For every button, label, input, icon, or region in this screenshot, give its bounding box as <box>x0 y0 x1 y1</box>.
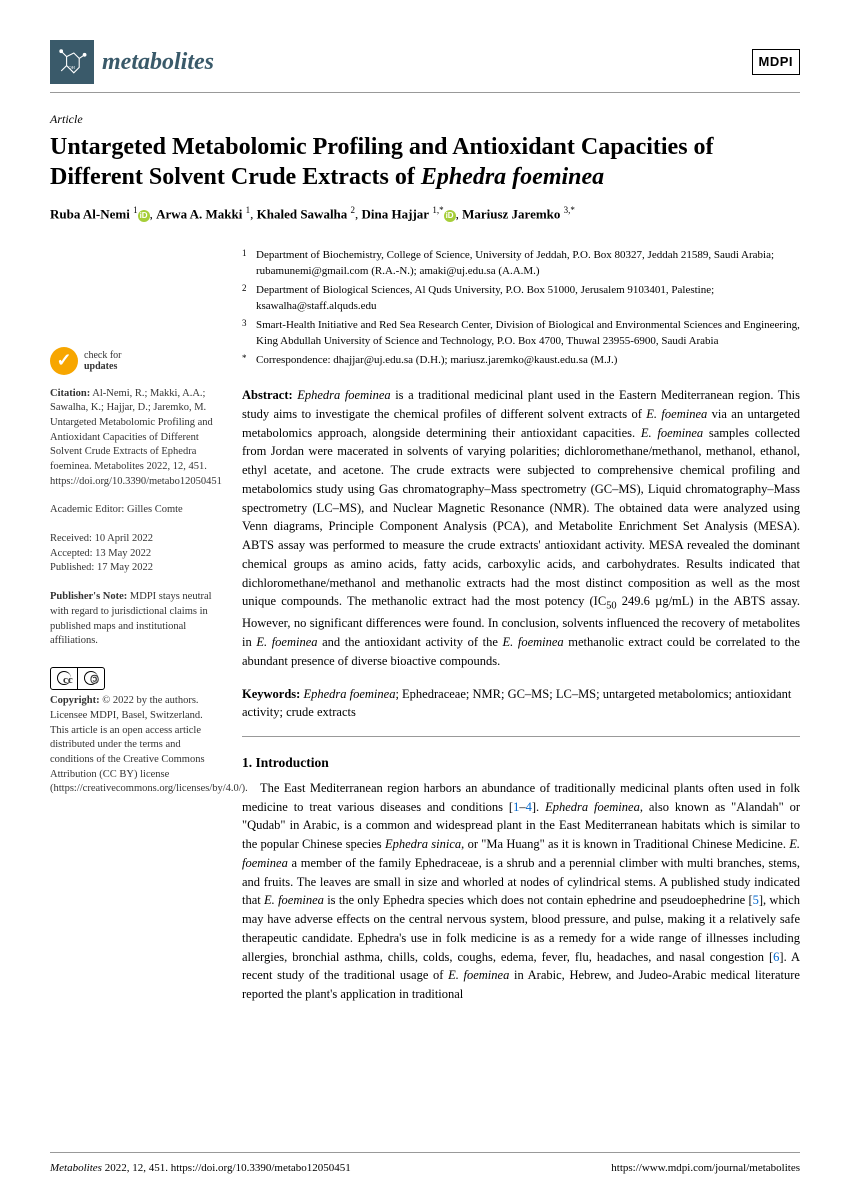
article-title: Untargeted Metabolomic Profiling and Ant… <box>50 132 800 192</box>
keywords: Keywords: Ephedra foeminea; Ephedraceae;… <box>242 685 800 738</box>
abstract: Abstract: Ephedra foeminea is a traditio… <box>242 386 800 671</box>
footer-right[interactable]: https://www.mdpi.com/journal/metabolites <box>611 1161 800 1177</box>
svg-text:OH: OH <box>68 65 75 70</box>
main-column: 1Department of Biochemistry, College of … <box>242 247 800 1004</box>
section-heading: 1. Introduction <box>242 753 800 773</box>
dates-block: Received: 10 April 2022 Accepted: 13 May… <box>50 532 220 576</box>
header-bar: OH metabolites MDPI <box>50 40 800 93</box>
journal-logo: OH metabolites <box>50 40 214 84</box>
cc-badge-icon[interactable]: cc🄯 <box>50 667 105 690</box>
publisher-note: Publisher's Note: MDPI stays neutral wit… <box>50 590 220 649</box>
molecule-logo-icon: OH <box>50 40 94 84</box>
page-footer: Metabolites 2022, 12, 451. https://doi.o… <box>50 1152 800 1177</box>
affiliations: 1Department of Biochemistry, College of … <box>242 247 800 369</box>
journal-name: metabolites <box>102 45 214 80</box>
sidebar: ✓ check forupdates Citation: Al-Nemi, R.… <box>50 247 220 1004</box>
license-block: cc🄯 Copyright: © 2022 by the authors. Li… <box>50 663 220 797</box>
check-updates-badge[interactable]: ✓ check forupdates <box>50 347 220 375</box>
orcid-icon[interactable]: iD <box>444 210 456 222</box>
orcid-icon[interactable]: iD <box>138 210 150 222</box>
check-updates-text: check forupdates <box>84 350 121 372</box>
citation-block: Citation: Al-Nemi, R.; Makki, A.A.; Sawa… <box>50 387 220 490</box>
author-list: Ruba Al-Nemi 1iD, Arwa A. Makki 1, Khale… <box>50 204 800 224</box>
publisher-badge[interactable]: MDPI <box>752 49 801 76</box>
article-type: Article <box>50 111 800 128</box>
editor-block: Academic Editor: Gilles Comte <box>50 503 220 518</box>
check-icon: ✓ <box>50 347 78 375</box>
introduction-text: The East Mediterranean region harbors an… <box>242 779 800 1004</box>
footer-left: Metabolites 2022, 12, 451. https://doi.o… <box>50 1161 351 1177</box>
